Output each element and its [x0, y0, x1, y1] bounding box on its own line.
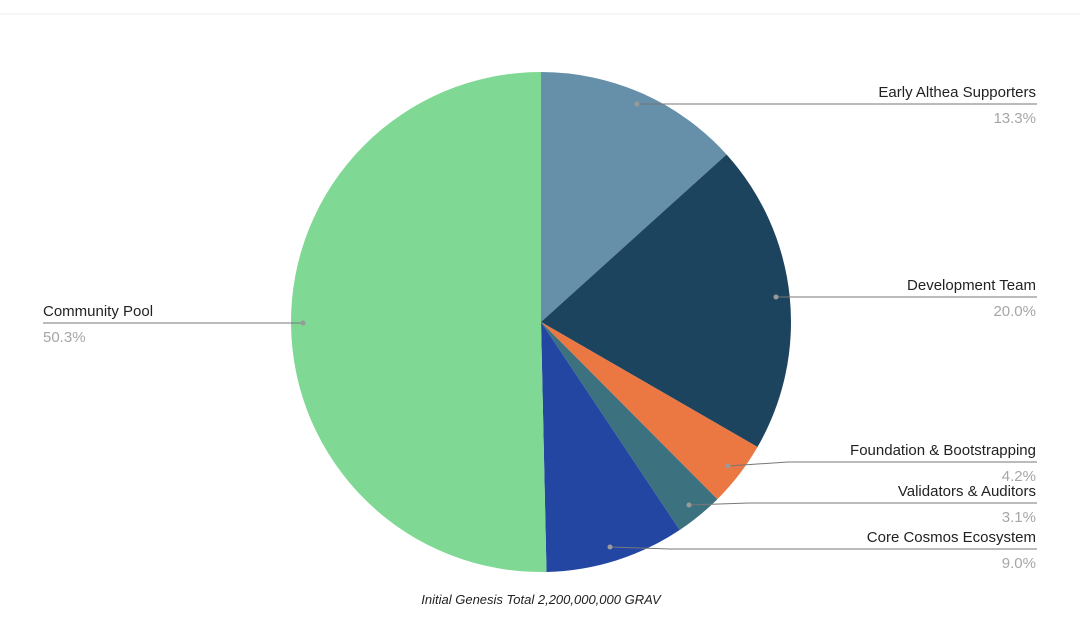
slice-label: Community Pool — [43, 303, 153, 320]
slice-value-label: 50.3% — [43, 329, 86, 346]
slice-label: Foundation & Bootstrapping — [850, 442, 1036, 459]
leader-line — [688, 502, 1037, 506]
slice-value-label: 13.3% — [993, 110, 1036, 127]
slice-value-label: 4.2% — [1002, 468, 1036, 485]
leader-line — [609, 546, 1037, 550]
pie-slice — [541, 72, 727, 322]
pie-slice — [541, 154, 791, 448]
slice-label: Validators & Auditors — [898, 483, 1036, 500]
leader-dot — [607, 544, 613, 550]
pie-slice — [541, 322, 680, 572]
slice-value-label: 20.0% — [993, 303, 1036, 320]
leader-dot — [300, 320, 306, 326]
slice-value-label: 9.0% — [1002, 555, 1036, 572]
slice-label: Core Cosmos Ecosystem — [867, 529, 1036, 546]
leader-dot — [725, 463, 731, 469]
slice-value-label: 3.1% — [1002, 509, 1036, 526]
pie-slice — [541, 322, 718, 531]
leader-line — [727, 461, 1037, 467]
leader-dot — [634, 101, 640, 107]
slice-label: Early Althea Supporters — [878, 84, 1036, 101]
chart-title: Initial Genesis Total 2,200,000,000 GRAV — [421, 592, 662, 607]
pie-slice — [291, 72, 547, 572]
leader-dot — [773, 294, 779, 300]
slice-label: Development Team — [907, 277, 1036, 294]
leader-dot — [686, 502, 692, 508]
pie-slice — [541, 322, 758, 500]
